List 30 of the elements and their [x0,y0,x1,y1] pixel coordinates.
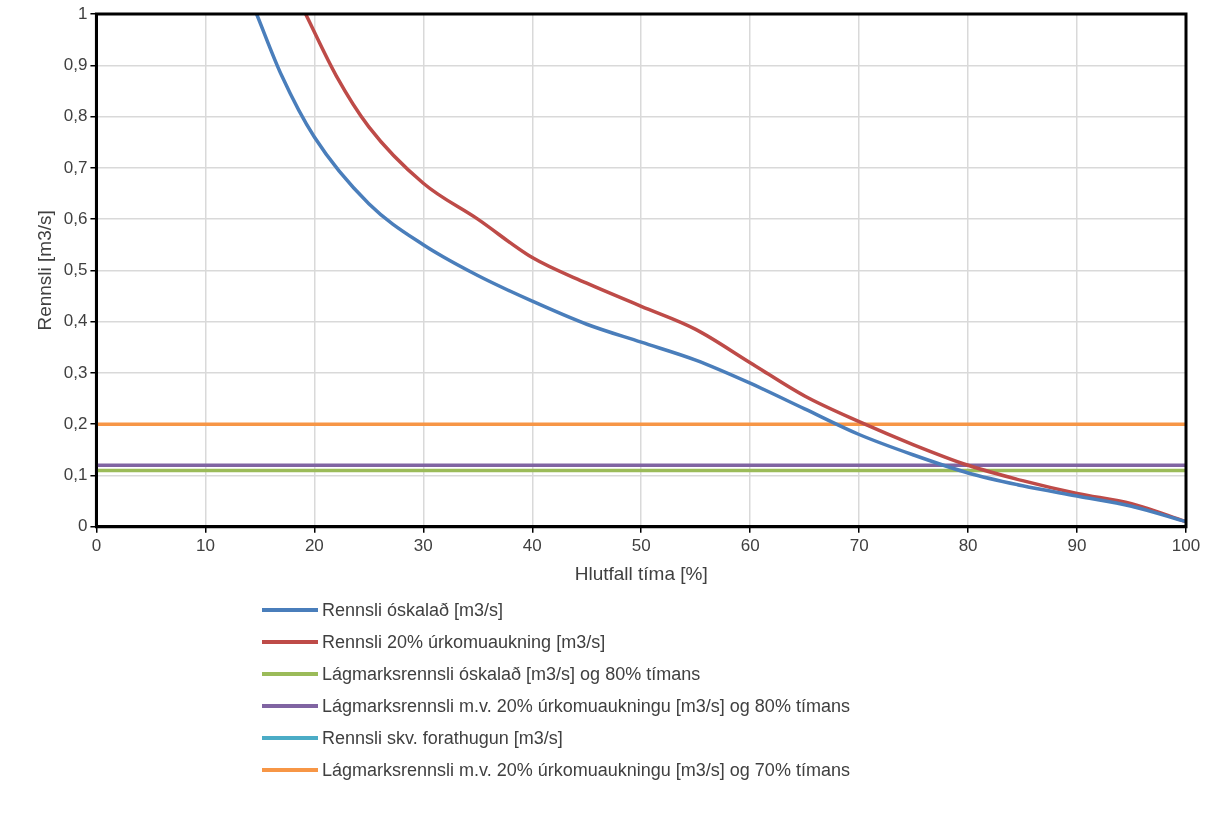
x-tick-label: 40 [522,535,542,555]
y-tick-label: 0,5 [63,260,88,280]
x-tick-label: 70 [849,535,869,555]
x-tick-label: 0 [91,535,102,555]
y-tick-label: 0,3 [63,362,88,382]
y-tick-label: 0,6 [63,208,88,228]
x-tick-label: 20 [304,535,324,555]
y-tick-label: 0,8 [63,106,88,126]
legend-label: Rennsli 20% úrkomuaukning [m3/s] [322,631,606,653]
x-tick-label: 10 [195,535,215,555]
y-tick-label: 0,9 [63,54,88,74]
y-tick-label: 1 [77,3,88,23]
x-tick-label: 30 [413,535,433,555]
x-tick-label: 90 [1067,535,1087,555]
y-axis-title: Rennsli [m3/s] [33,210,55,331]
x-tick-label: 50 [631,535,651,555]
legend-label: Lágmarksrennsli m.v. 20% úrkomuaukningu [m3/s] og 80% tímans [322,695,850,717]
x-tick-label: 100 [1171,535,1201,555]
legend-label: Lágmarksrennsli óskalað [m3/s] og 80% tímans [322,663,701,685]
y-tick-label: 0 [77,516,88,536]
y-tick-label: 0,1 [63,465,88,485]
y-tick-label: 0,4 [63,311,88,331]
y-tick-label: 0,7 [63,157,88,177]
x-axis-title: Hlutfall tíma [%] [574,562,708,584]
x-tick-label: 80 [958,535,978,555]
legend-label: Rennsli óskalað [m3/s] [322,599,504,621]
y-tick-label: 0,2 [63,413,88,433]
x-tick-label: 60 [740,535,760,555]
legend-label: Rennsli skv. forathugun [m3/s] [322,727,563,749]
legend-label: Lágmarksrennsli m.v. 20% úrkomuaukningu [m3/s] og 70% tímans [322,759,850,781]
